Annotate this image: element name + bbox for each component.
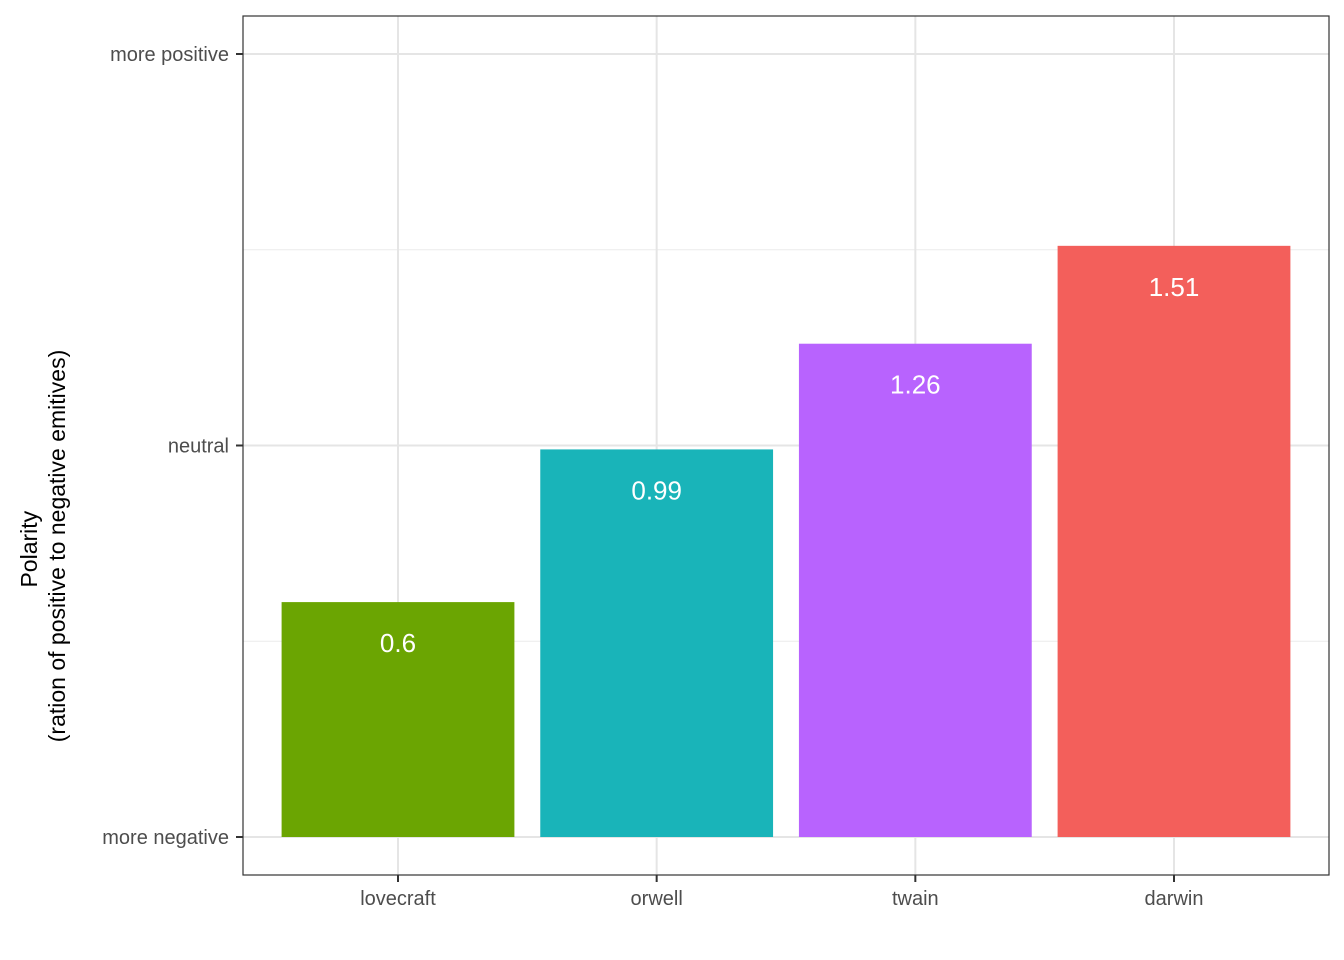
y-tick-label: more negative [102,827,229,849]
x-tick-label-lovecraft: lovecraft [360,888,436,910]
x-tick-label-orwell: orwell [631,888,683,910]
bar-lovecraft [281,602,515,837]
data-label-darwin: 1.51 [1149,272,1200,302]
data-label-lovecraft: 0.6 [380,628,416,658]
x-tick-label-twain: twain [892,888,939,910]
x-tick-label-darwin: darwin [1145,888,1204,910]
y-axis-title-line2: (ration of positive to negative emitives… [44,350,70,742]
y-axis-title-line1: Polarity [16,510,42,587]
y-tick-label: neutral [168,436,229,458]
bar-orwell [540,449,774,837]
bars [281,245,1291,837]
y-axis: more negative neutral more positive [102,44,243,849]
data-labels: 0.6 0.99 1.26 1.51 [380,272,1199,658]
y-axis-title: Polarity (ration of positive to negative… [16,350,70,742]
data-label-orwell: 0.99 [631,475,682,505]
x-axis: lovecraft orwell twain darwin [360,875,1203,910]
bar-twain [798,343,1032,837]
y-tick-label: more positive [110,44,229,66]
data-label-twain: 1.26 [890,370,941,400]
bar-darwin [1057,245,1291,837]
